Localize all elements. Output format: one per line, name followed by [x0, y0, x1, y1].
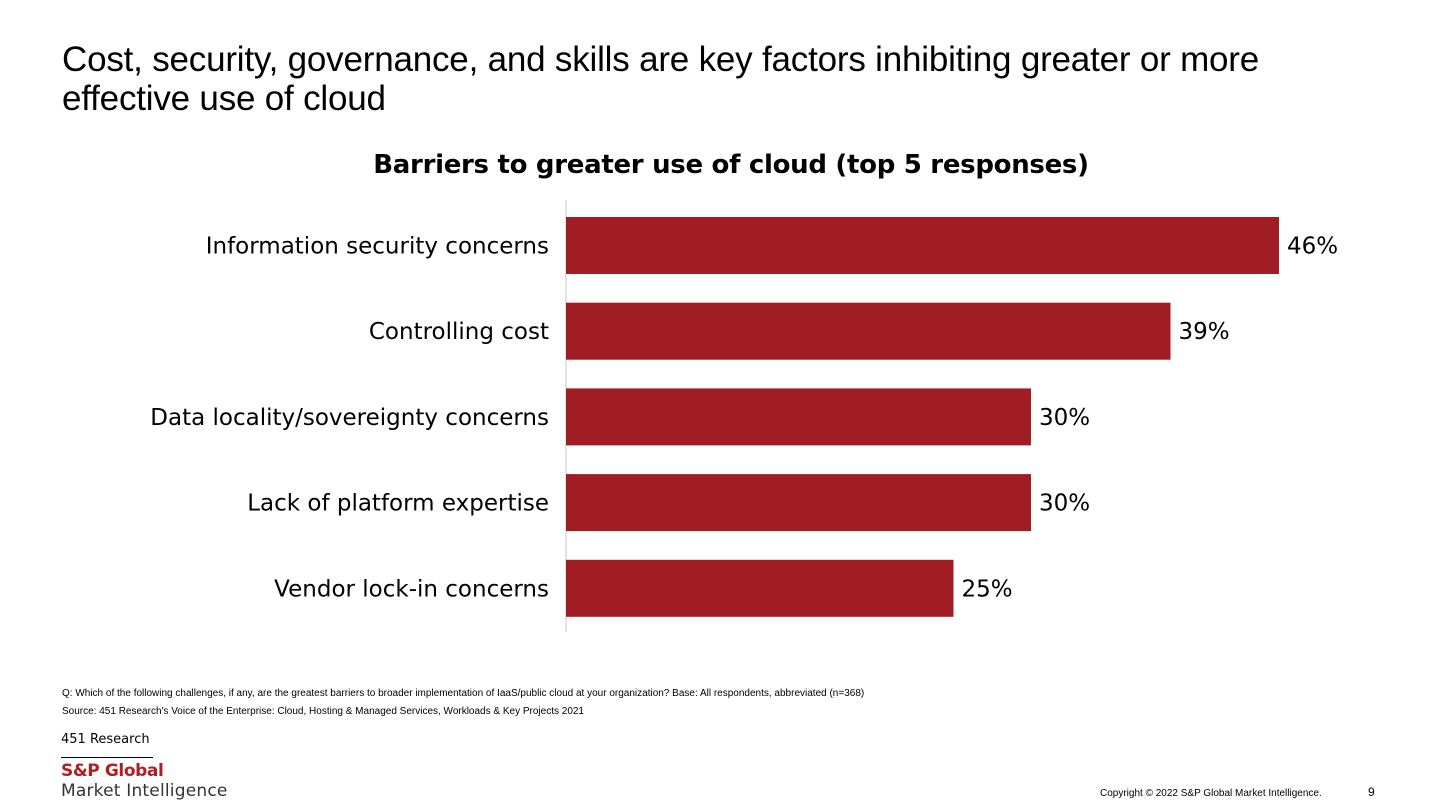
brand-sp-global-logo: S&P Global: [61, 761, 164, 781]
bars-group: Information security concerns 46% Controll…: [150, 217, 1338, 617]
source-note: Source: 451 Research's Voice of the Ente…: [62, 706, 584, 717]
value-label-3: 30%: [1039, 491, 1090, 517]
page-number: 9: [1368, 785, 1375, 799]
slide-headline: Cost, security, governance, and skills a…: [62, 40, 1260, 118]
value-label-1: 39%: [1179, 319, 1230, 345]
category-label-3: Lack of platform expertise: [247, 491, 549, 517]
bar-1: [566, 302, 1171, 360]
bar-4: [566, 559, 954, 617]
copyright-notice: Copyright © 2022 S&P Global Market Intel…: [1100, 788, 1322, 799]
survey-question: Q: Which of the following challenges, if…: [62, 688, 865, 699]
brand-451-research: 451 Research: [61, 732, 150, 747]
bar-chart: Information security concerns 46% Controll…: [150, 200, 1338, 632]
bar-0: [566, 217, 1279, 274]
chart-title: Barriers to greater use of cloud (top 5 …: [373, 150, 1089, 180]
bar-3: [566, 474, 1031, 532]
value-label-4: 25%: [962, 576, 1013, 602]
value-label-2: 30%: [1039, 405, 1090, 431]
bar-2: [566, 388, 1031, 446]
category-label-1: Controlling cost: [369, 319, 549, 345]
category-label-4: Vendor lock-in concerns: [274, 576, 549, 602]
category-label-0: Information security concerns: [206, 234, 549, 260]
value-label-0: 46%: [1287, 234, 1338, 260]
category-label-2: Data locality/sovereignty concerns: [150, 405, 549, 431]
brand-market-intelligence: Market Intelligence: [61, 781, 228, 801]
brand-divider: [61, 757, 153, 758]
